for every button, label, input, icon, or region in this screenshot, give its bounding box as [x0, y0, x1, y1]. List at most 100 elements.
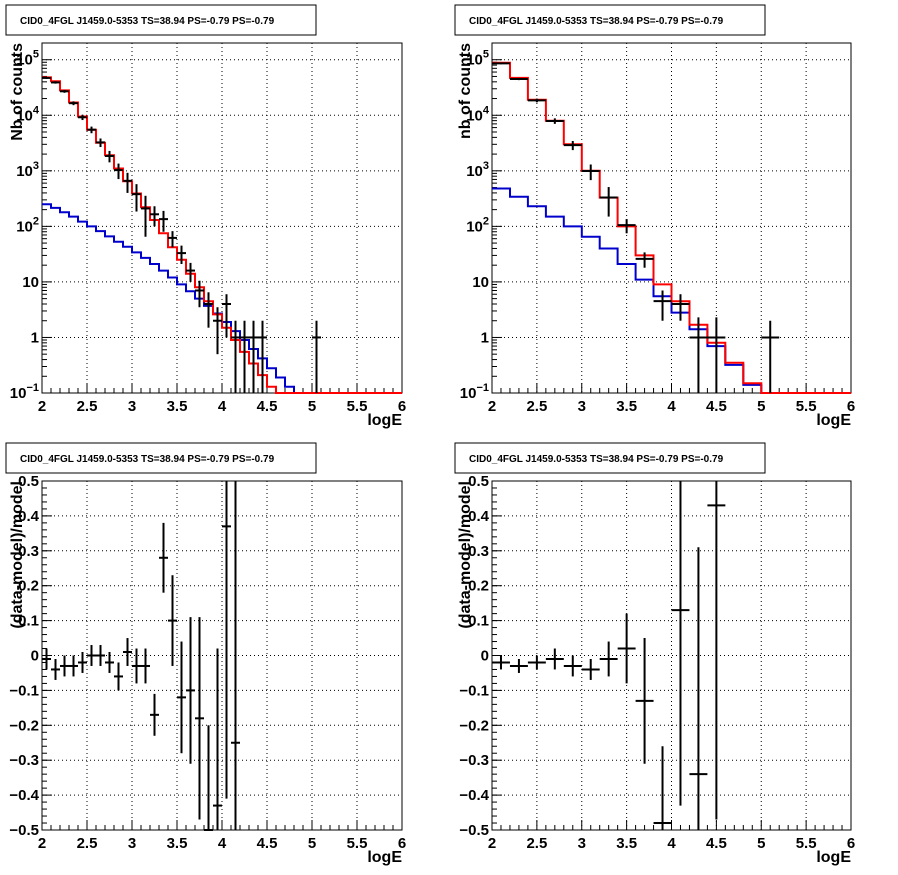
y-tick-label-base: 0.5: [18, 473, 39, 490]
title-box: [5, 442, 317, 474]
x-tick-label: 4.5: [257, 835, 278, 852]
y-tick-label-base: 0.2: [18, 578, 39, 595]
data-point: [563, 655, 582, 677]
y-tick-label-base: −0.1: [459, 682, 489, 699]
y-tick-label: 0.2: [18, 578, 39, 595]
data-point: [123, 638, 132, 666]
y-tick-label-base: 10: [460, 385, 477, 402]
panel-3: CID0_4FGL J1459.0-5353 TS=38.94 PS=-0.79…: [5, 442, 406, 866]
data-point: [42, 648, 51, 670]
y-axis-title: (data-model)/model: [9, 481, 26, 629]
x-tick-label: 3.5: [616, 835, 637, 852]
y-tick-label-base: 0.3: [18, 543, 39, 560]
y-tick-label-base: 0.3: [468, 543, 489, 560]
y-tick-label-exponent: 2: [33, 215, 39, 227]
data-point: [141, 195, 150, 237]
data-point: [195, 280, 204, 308]
series-total-model: [492, 61, 851, 394]
y-tick-label: −0.5: [459, 822, 489, 839]
data-point: [545, 648, 564, 670]
y-tick-label-base: 0: [31, 648, 39, 665]
data-point: [312, 320, 321, 393]
y-tick-label: 10−1: [460, 382, 489, 402]
data-point: [195, 617, 204, 820]
data-point: [617, 219, 636, 234]
series-source-model: [42, 203, 402, 394]
data-point: [231, 481, 240, 830]
x-tick-label: 2.5: [526, 398, 547, 415]
data-point: [492, 62, 510, 65]
y-tick-label-base: −0.5: [9, 822, 39, 839]
data-point: [96, 645, 105, 666]
x-axis-title: logE: [816, 849, 851, 866]
x-axis-title: logE: [367, 412, 402, 429]
y-tick-label: 104: [16, 104, 40, 124]
data-point: [87, 645, 96, 666]
y-tick-label-base: −0.1: [9, 682, 39, 699]
data-point: [509, 77, 528, 81]
y-tick-label-base: 0.1: [468, 613, 489, 630]
data-point: [42, 76, 51, 79]
y-tick-label-exponent: 3: [33, 160, 39, 172]
data-point: [150, 693, 159, 736]
y-tick-label-base: 10: [472, 274, 489, 291]
data-point: [492, 655, 510, 670]
y-tick-label-base: 10: [16, 218, 33, 235]
y-tick-label: 0.5: [468, 473, 489, 490]
data-point: [258, 320, 267, 393]
data-point: [96, 138, 105, 148]
y-tick-label-base: −0.2: [9, 717, 39, 734]
data-point: [60, 89, 69, 93]
panel-2: CID0_4FGL J1459.0-5353 TS=38.94 PS=-0.79…: [454, 4, 855, 429]
y-tick-label-base: 10: [466, 163, 483, 180]
x-tick-label: 6: [847, 398, 855, 415]
y-tick-label-exponent: −1: [26, 382, 39, 394]
y-tick-label-exponent: 2: [483, 215, 489, 227]
data-point: [51, 658, 60, 680]
y-tick-label: 0.1: [468, 613, 489, 630]
x-tick-label: 2: [488, 835, 496, 852]
y-tick-label-exponent: 3: [483, 160, 489, 172]
y-tick-label-base: 0.5: [468, 473, 489, 490]
y-tick-label-base: 10: [466, 52, 483, 69]
y-tick-label: 0.4: [468, 508, 490, 525]
data-point: [105, 150, 114, 163]
y-tick-label-exponent: 4: [33, 104, 40, 116]
y-tick-label: −0.1: [459, 682, 489, 699]
y-axis-title: (data-model)/model: [457, 481, 474, 629]
data-point: [599, 641, 618, 677]
y-tick-label: 0.2: [468, 578, 489, 595]
data-point: [132, 648, 141, 684]
data-point: [231, 320, 240, 393]
y-axis-title: nb of counts: [457, 43, 474, 139]
y-tick-label-base: 0: [481, 648, 489, 665]
x-tick-label: 4: [667, 398, 676, 415]
data-point: [168, 231, 177, 248]
x-tick-label: 3.5: [167, 398, 188, 415]
y-tick-label-base: 10: [22, 274, 39, 291]
data-point: [222, 481, 231, 799]
x-tick-label: 6: [847, 835, 855, 852]
x-tick-label: 5: [308, 835, 316, 852]
data-point: [671, 481, 690, 806]
data-point: [51, 81, 60, 84]
y-tick-label: 0.5: [18, 473, 39, 490]
x-tick-label: 4.5: [706, 398, 727, 415]
data-point: [707, 481, 726, 820]
x-tick-label: 2: [488, 398, 496, 415]
x-tick-label: 4: [667, 835, 676, 852]
y-tick-label: 0: [481, 648, 489, 665]
x-tick-label: 3.5: [616, 398, 637, 415]
data-point: [186, 262, 195, 282]
data-point: [563, 141, 582, 151]
data-point: [78, 114, 87, 121]
data-point: [150, 206, 159, 227]
data-point: [545, 118, 564, 124]
data-point: [671, 294, 690, 321]
y-tick-label: −0.4: [9, 787, 39, 804]
y-tick-label: −0.1: [9, 682, 39, 699]
data-point: [87, 126, 96, 134]
data-point: [527, 98, 546, 103]
data-point: [635, 638, 654, 764]
y-tick-label: 105: [466, 49, 489, 69]
